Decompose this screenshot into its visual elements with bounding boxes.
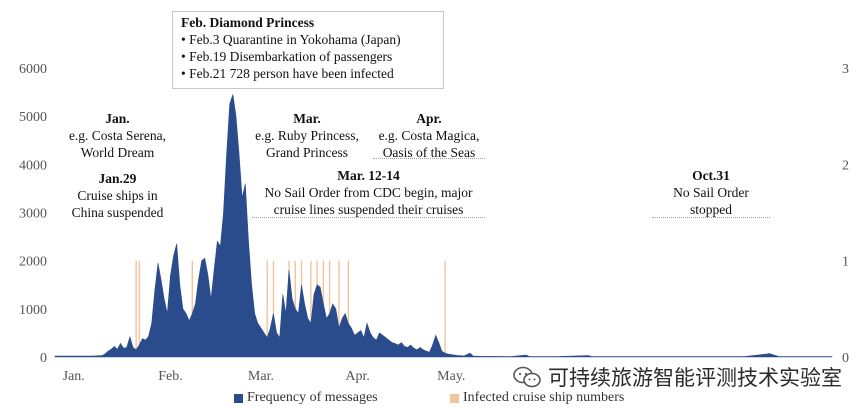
legend-infected-swatch <box>450 393 459 403</box>
x-label-may: May. <box>437 369 465 384</box>
annotation-jan-line-2: World Dream <box>80 145 155 160</box>
left-tick-3000: 3000 <box>19 207 47 222</box>
left-axis-ticks: 0 1000 2000 3000 4000 5000 6000 <box>19 62 47 366</box>
left-tick-2000: 2000 <box>19 255 47 270</box>
watermark-text: 可持续旅游智能评测技术实验室 <box>548 366 842 390</box>
annotation-diamond-title: Feb. Diamond Princess <box>181 15 315 30</box>
annotation-oct31-title: Oct.31 <box>692 168 730 183</box>
annotation-mar-12-14-title: Mar. 12-14 <box>337 168 400 183</box>
frequency-area <box>54 94 833 358</box>
annotation-mar-line-2: Grand Princess <box>265 145 349 160</box>
x-label-feb: Feb. <box>158 369 183 384</box>
annotation-oct31-line-2: stopped <box>690 202 732 217</box>
left-tick-5000: 5000 <box>19 110 47 125</box>
annotation-apr: Apr. e.g. Costa Magica, Oasis of the Sea… <box>373 110 485 160</box>
right-tick-0: 0 <box>842 351 849 366</box>
legend-frequency-swatch <box>234 393 243 403</box>
x-axis-labels: Jan. Feb. Mar. Apr. May. <box>63 369 466 384</box>
left-tick-0: 0 <box>40 351 47 366</box>
right-tick-3: 3 <box>842 62 849 77</box>
annotation-mar: Mar. e.g. Ruby Princess, Grand Princess <box>246 110 368 160</box>
annotation-jan29-line-2: China suspended <box>71 205 164 220</box>
x-label-mar: Mar. <box>248 369 274 384</box>
wechat-icon <box>513 366 541 388</box>
annotation-jan-line-1: e.g. Costa Serena, <box>68 128 167 143</box>
left-tick-4000: 4000 <box>19 158 47 173</box>
annotation-jan29: Jan.29 Cruise ships in China suspended <box>59 170 176 220</box>
annotation-oct31-line-1: No Sail Order <box>673 185 749 200</box>
right-tick-1: 1 <box>842 255 849 270</box>
legend-frequency: Frequency of messages <box>234 390 378 406</box>
annotation-apr-line-1: e.g. Costa Magica, <box>378 128 480 143</box>
annotation-mar-12-14: Mar. 12-14 No Sail Order from CDC begin,… <box>252 167 485 218</box>
right-tick-2: 2 <box>842 158 849 173</box>
annotation-apr-line-2: Oasis of the Seas <box>382 145 476 160</box>
left-tick-1000: 1000 <box>19 303 47 318</box>
annotation-mar-12-14-line-2: cruise lines suspended their cruises <box>273 202 464 217</box>
annotation-mar-title: Mar. <box>293 111 321 126</box>
annotation-jan29-line-1: Cruise ships in <box>77 188 158 203</box>
right-axis-ticks: 0 1 2 3 <box>842 62 849 366</box>
annotation-mar-12-14-line-1: No Sail Order from CDC begin, major <box>264 185 473 200</box>
annotation-oct31: Oct.31 No Sail Order stopped <box>652 167 770 218</box>
annotation-jan-title: Jan. <box>105 111 130 126</box>
x-label-jan: Jan. <box>63 369 85 384</box>
annotation-jan29-title: Jan.29 <box>98 171 137 186</box>
annotation-diamond-princess: Feb. Diamond Princess • Feb.3 Quarantine… <box>172 11 444 89</box>
annotation-diamond-line-2: • Feb.19 Disembarkation of passengers <box>181 49 393 64</box>
legend-frequency-label: Frequency of messages <box>247 390 378 405</box>
legend-infected-label: Infected cruise ship numbers <box>463 390 625 405</box>
annotation-diamond-line-1: • Feb.3 Quarantine in Yokohama (Japan) <box>181 32 401 47</box>
annotation-mar-line-1: e.g. Ruby Princess, <box>255 128 359 143</box>
frequency-area-layer <box>54 94 833 358</box>
legend-infected: Infected cruise ship numbers <box>450 390 624 406</box>
annotation-jan: Jan. e.g. Costa Serena, World Dream <box>59 110 176 160</box>
watermark: 可持续旅游智能评测技术实验室 <box>508 362 846 392</box>
annotation-apr-title: Apr. <box>416 111 442 126</box>
annotation-diamond-line-3: • Feb.21 728 person have been infected <box>181 66 394 81</box>
x-label-apr: Apr. <box>345 369 370 384</box>
left-tick-6000: 6000 <box>19 62 47 77</box>
